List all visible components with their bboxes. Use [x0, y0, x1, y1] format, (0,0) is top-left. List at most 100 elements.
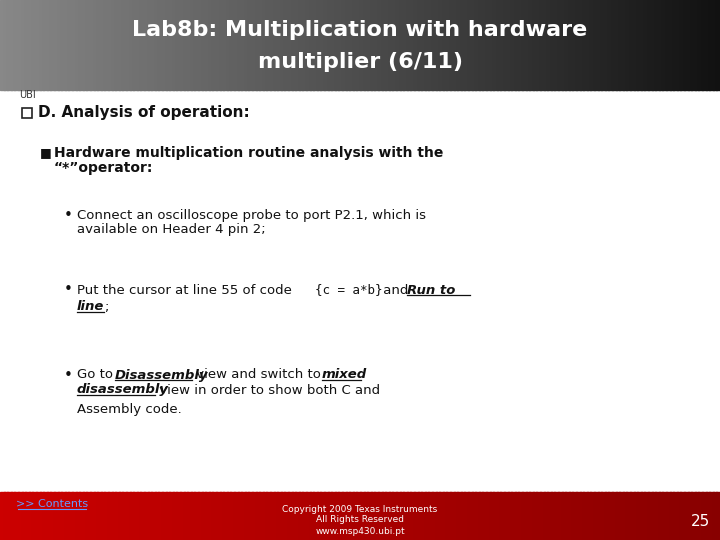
Bar — [230, 492, 235, 540]
Bar — [166, 492, 170, 540]
Bar — [558, 0, 562, 90]
Bar — [292, 492, 296, 540]
Bar — [695, 0, 699, 90]
Bar — [493, 0, 498, 90]
Bar — [590, 492, 595, 540]
Bar — [317, 492, 321, 540]
Bar — [616, 0, 620, 90]
Bar — [659, 0, 663, 90]
Bar — [252, 492, 256, 540]
Bar — [151, 0, 156, 90]
Bar — [529, 492, 534, 540]
Bar — [7, 0, 12, 90]
Bar — [14, 492, 19, 540]
Bar — [22, 492, 26, 540]
Bar — [191, 492, 195, 540]
Bar — [122, 492, 127, 540]
Bar — [263, 492, 267, 540]
Bar — [137, 492, 141, 540]
Bar — [425, 492, 429, 540]
Bar — [18, 0, 22, 90]
Bar — [173, 0, 177, 90]
Bar — [608, 0, 613, 90]
Bar — [673, 492, 678, 540]
Bar — [202, 0, 206, 90]
Bar — [619, 492, 624, 540]
Bar — [551, 0, 555, 90]
Bar — [515, 0, 519, 90]
Bar — [198, 492, 202, 540]
Bar — [194, 492, 199, 540]
Bar — [389, 0, 393, 90]
Bar — [666, 492, 670, 540]
Bar — [292, 0, 296, 90]
Bar — [601, 492, 606, 540]
Bar — [328, 492, 332, 540]
Bar — [670, 0, 674, 90]
Bar — [14, 0, 19, 90]
Bar — [490, 0, 494, 90]
Text: >> Contents: >> Contents — [16, 499, 88, 509]
Bar — [248, 492, 253, 540]
Bar — [101, 492, 105, 540]
Bar — [558, 492, 562, 540]
Bar — [209, 492, 213, 540]
Bar — [184, 492, 188, 540]
Bar — [313, 0, 318, 90]
Bar — [644, 492, 649, 540]
Bar — [47, 0, 51, 90]
Bar — [317, 0, 321, 90]
Bar — [634, 0, 638, 90]
Bar — [666, 0, 670, 90]
Bar — [432, 492, 436, 540]
Bar — [144, 0, 148, 90]
Bar — [367, 492, 372, 540]
Bar — [450, 0, 454, 90]
Bar — [61, 492, 66, 540]
Bar — [554, 0, 559, 90]
Text: Assembly code.: Assembly code. — [77, 402, 181, 415]
Bar — [504, 492, 508, 540]
Bar — [40, 0, 44, 90]
Bar — [184, 0, 188, 90]
Bar — [706, 0, 710, 90]
Bar — [299, 492, 303, 540]
Bar — [259, 492, 264, 540]
Bar — [598, 492, 602, 540]
Bar — [331, 492, 336, 540]
Bar — [270, 492, 274, 540]
Bar — [565, 0, 570, 90]
Bar — [623, 0, 627, 90]
Bar — [662, 0, 667, 90]
Bar — [90, 0, 94, 90]
Bar — [335, 0, 339, 90]
Bar — [22, 108, 32, 118]
Bar — [360, 492, 364, 540]
Bar — [436, 492, 440, 540]
Bar — [684, 492, 688, 540]
Bar — [173, 492, 177, 540]
Bar — [209, 0, 213, 90]
Bar — [158, 0, 163, 90]
Text: Go to: Go to — [77, 368, 117, 381]
Bar — [630, 492, 634, 540]
Bar — [580, 0, 584, 90]
Bar — [382, 492, 386, 540]
Text: D. Analysis of operation:: D. Analysis of operation: — [38, 105, 250, 120]
Bar — [655, 492, 660, 540]
Bar — [155, 0, 159, 90]
Bar — [518, 0, 523, 90]
Bar — [508, 492, 512, 540]
Bar — [688, 0, 692, 90]
Bar — [295, 0, 300, 90]
Bar — [482, 492, 487, 540]
Bar — [248, 0, 253, 90]
Bar — [562, 0, 566, 90]
Bar — [446, 492, 451, 540]
Bar — [256, 492, 260, 540]
Bar — [58, 492, 62, 540]
Bar — [407, 0, 411, 90]
Bar — [115, 0, 120, 90]
Bar — [436, 0, 440, 90]
Bar — [576, 0, 580, 90]
